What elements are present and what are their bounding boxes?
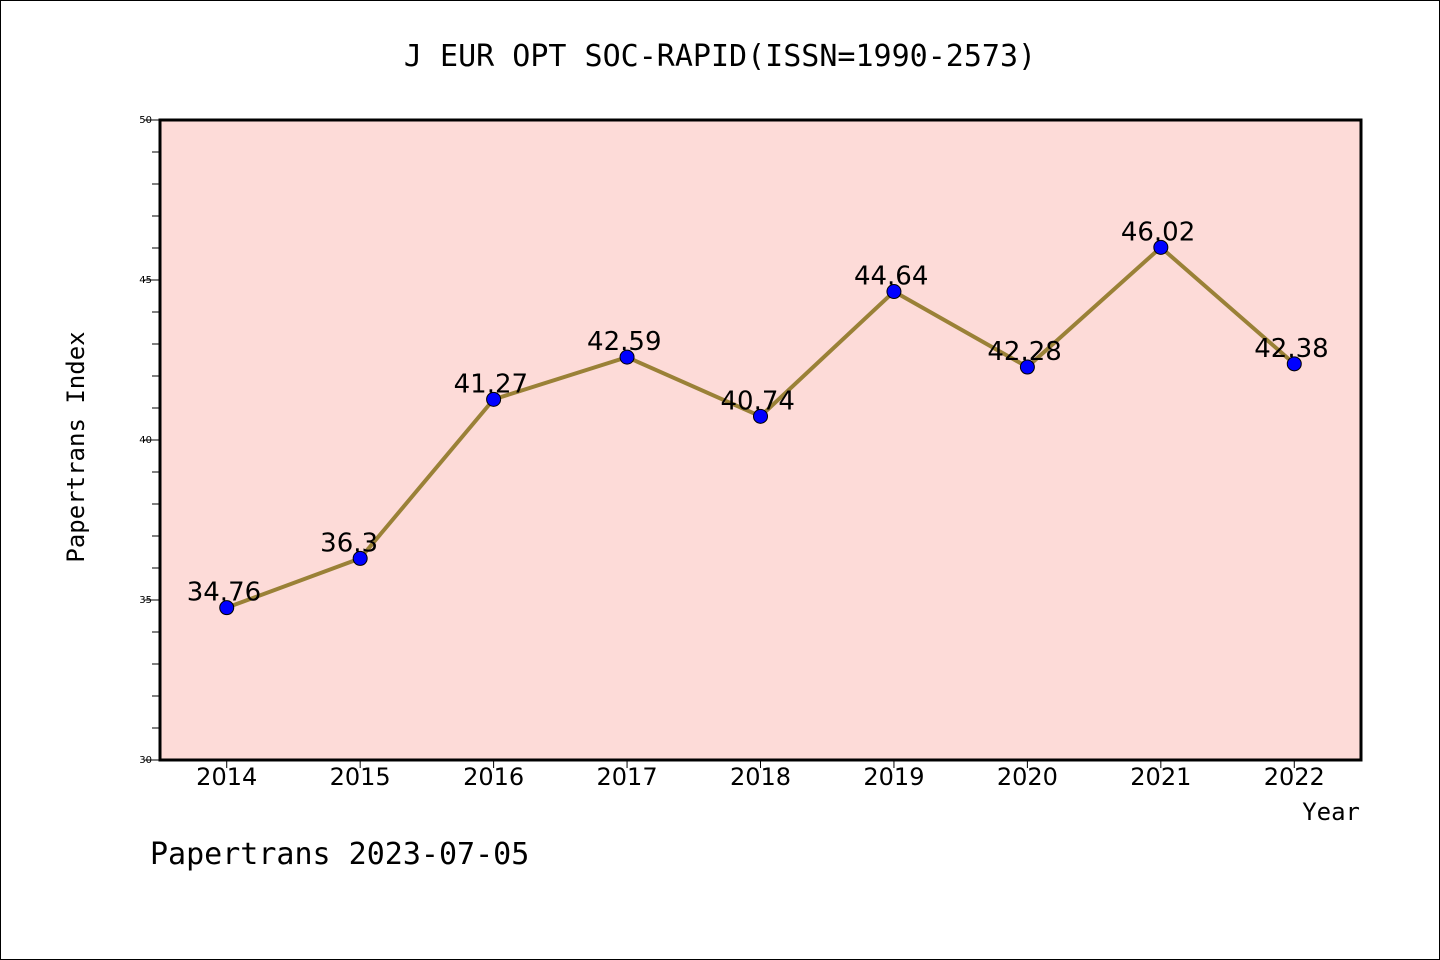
- y-tick-label: 50: [139, 115, 152, 126]
- y-tick-label: 30: [139, 755, 152, 766]
- y-axis: 30 35 40 45 50: [139, 115, 160, 766]
- data-point: [886, 284, 902, 300]
- data-point: [753, 408, 768, 424]
- x-axis: 2014 2015 2016 2017 2018 2019 2020 2021 2022: [196, 760, 1325, 791]
- x-tick-label: 2021: [1130, 763, 1191, 791]
- y-axis-label: Papertrans Index: [62, 331, 90, 562]
- plot-area: [160, 120, 1361, 760]
- data-label: 41.27: [454, 369, 528, 399]
- data-label: 44.64: [854, 262, 928, 292]
- data-label: 42.28: [987, 337, 1061, 367]
- y-tick-label: 45: [139, 275, 152, 286]
- data-point: [486, 391, 502, 407]
- y-tick-label: 35: [139, 595, 152, 606]
- data-point: [219, 600, 235, 616]
- data-label: 42.59: [587, 327, 661, 357]
- data-labels: 34.76 36.3 41.27 42.59 40.74 44.64 42.28 46.02 4…: [187, 217, 1329, 607]
- x-tick-label: 2022: [1264, 763, 1325, 791]
- x-tick-label: 2014: [196, 763, 257, 791]
- x-tick-label: 2017: [597, 763, 658, 791]
- x-axis-label: Year: [1302, 798, 1360, 826]
- data-label: 42.38: [1254, 334, 1328, 364]
- x-tick-label: 2019: [863, 763, 924, 791]
- footer-text: Papertrans 2023-07-05: [150, 837, 529, 872]
- x-tick-label: 2018: [730, 763, 791, 791]
- x-tick-label: 2015: [330, 763, 391, 791]
- data-label: 46.02: [1121, 217, 1195, 247]
- data-point: [1019, 359, 1035, 375]
- chart-title: J EUR OPT SOC-RAPID(ISSN=1990-2573): [404, 39, 1036, 74]
- data-point: [352, 550, 368, 566]
- data-point: [1153, 239, 1169, 255]
- data-point: [1286, 356, 1302, 372]
- x-tick-label: 2016: [463, 763, 524, 791]
- y-tick-label: 40: [139, 435, 152, 446]
- series-layer: [219, 239, 1302, 616]
- data-label: 40.74: [721, 386, 795, 416]
- data-label: 34.76: [187, 578, 261, 608]
- x-tick-label: 2020: [997, 763, 1058, 791]
- data-point: [619, 349, 635, 365]
- data-label: 36.3: [320, 528, 378, 558]
